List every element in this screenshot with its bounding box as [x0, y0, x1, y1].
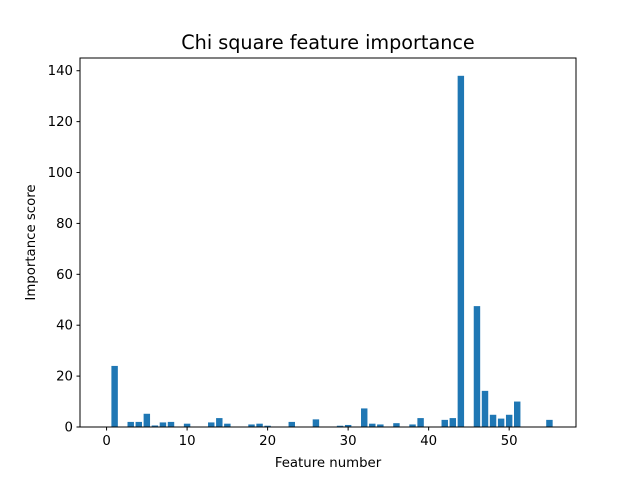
- bar-feature-29: [336, 425, 344, 427]
- bar-feature-46: [473, 306, 481, 427]
- bar-feature-51: [514, 401, 521, 427]
- bar-feature-23: [288, 421, 295, 427]
- bar-feature-3: [127, 421, 134, 427]
- bar-feature-43: [449, 418, 457, 427]
- bar-feature-1: [111, 365, 118, 427]
- bar-feature-14: [216, 418, 223, 427]
- y-tick-label: 120: [48, 115, 73, 130]
- bar-feature-6: [151, 425, 159, 427]
- y-tick-label: 80: [56, 217, 73, 232]
- y-tick-label: 40: [56, 319, 73, 334]
- bar-feature-32: [361, 408, 368, 427]
- bar-feature-26: [312, 419, 320, 427]
- bar-feature-5: [143, 413, 151, 427]
- y-axis-ticks: 0 20 40 60 80 100 120 140: [48, 64, 80, 436]
- bar-feature-30: [344, 424, 352, 427]
- bar-feature-4: [135, 421, 142, 427]
- x-axis-ticks: 0 10 20 30 40 50: [102, 427, 518, 449]
- x-tick-label: 40: [420, 434, 437, 449]
- bar-feature-20: [264, 425, 271, 427]
- bars-group: [111, 75, 553, 427]
- x-tick-label: 50: [501, 434, 518, 449]
- x-tick-label: 10: [179, 434, 196, 449]
- y-axis-label: Importance score: [24, 184, 39, 300]
- bar-feature-36: [393, 423, 400, 427]
- bar-feature-44: [457, 75, 465, 427]
- bar-feature-39: [417, 418, 424, 427]
- y-tick-label: 0: [65, 421, 73, 436]
- x-tick-label: 30: [340, 434, 357, 449]
- y-tick-label: 60: [56, 268, 73, 283]
- bar-feature-34: [377, 424, 384, 427]
- bar-feature-13: [208, 422, 215, 427]
- bar-feature-7: [159, 422, 167, 427]
- bar-feature-15: [224, 423, 231, 427]
- y-tick-label: 20: [56, 370, 73, 385]
- x-tick-label: 20: [259, 434, 276, 449]
- bar-feature-38: [409, 424, 416, 427]
- bar-feature-48: [489, 414, 497, 427]
- bar-feature-42: [441, 419, 448, 427]
- plot-frame: [79, 57, 577, 428]
- y-tick-label: 100: [48, 166, 73, 181]
- bar-feature-49: [497, 418, 505, 427]
- chart-title: Chi square feature importance: [181, 31, 474, 54]
- bar-feature-10: [183, 423, 191, 427]
- bar-feature-55: [546, 419, 553, 427]
- bar-feature-18: [248, 424, 255, 427]
- bar-feature-19: [256, 423, 263, 427]
- bar-feature-8: [167, 421, 175, 427]
- x-axis-label: Feature number: [275, 456, 382, 471]
- y-tick-label: 140: [48, 64, 73, 79]
- bar-feature-47: [481, 390, 489, 427]
- bar-feature-50: [505, 414, 513, 427]
- x-tick-label: 0: [102, 434, 110, 449]
- bar-feature-33: [369, 423, 376, 427]
